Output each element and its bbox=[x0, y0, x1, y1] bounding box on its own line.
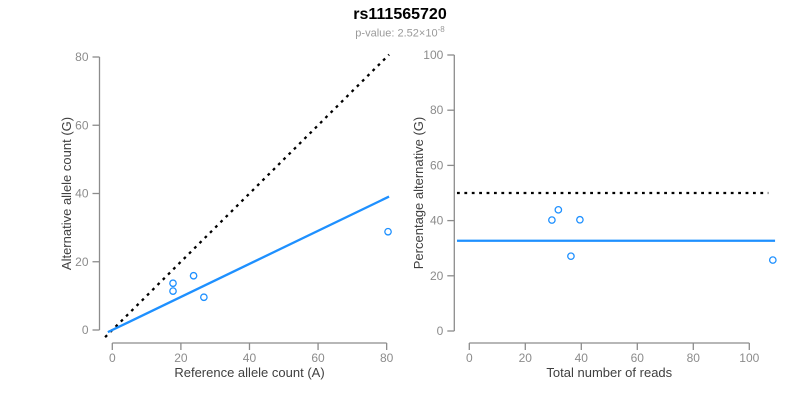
right-plot-xlabel: Total number of reads bbox=[546, 365, 672, 380]
data-point bbox=[169, 279, 177, 288]
pvalue-exponent: -8 bbox=[437, 25, 445, 34]
fitted-ratio-blue-line bbox=[107, 195, 390, 334]
y-tick-label: 100 bbox=[423, 48, 443, 62]
left-plot-allele-counts: 0 20 40 60 80 0 20 40 60 80 bbox=[75, 50, 394, 365]
y-tick-label: 40 bbox=[430, 214, 444, 228]
data-point bbox=[567, 252, 575, 261]
left-plot-ylabel: Alternative allele count (G) bbox=[59, 117, 74, 270]
x-tick-label: 60 bbox=[311, 351, 325, 365]
pvalue-text: p-value: 2.52×10 bbox=[355, 27, 438, 40]
y-tick-label: 60 bbox=[75, 118, 89, 132]
x-tick-label: 40 bbox=[575, 351, 589, 365]
left-plot-xlabel: Reference allele count (A) bbox=[174, 365, 324, 380]
data-point bbox=[169, 287, 177, 295]
pvalue-subtitle: p-value: 2.52×10-8 bbox=[0, 25, 800, 40]
data-point bbox=[768, 256, 777, 264]
data-point bbox=[189, 271, 198, 280]
y-tick-label: 0 bbox=[82, 323, 89, 337]
y-tick-label: 20 bbox=[75, 255, 89, 269]
x-tick-label: 80 bbox=[687, 351, 701, 365]
y-tick-label: 40 bbox=[75, 187, 89, 201]
x-tick-label: 0 bbox=[466, 351, 473, 365]
y-tick-label: 20 bbox=[430, 269, 444, 283]
right-plot-percentage: 0 20 40 60 80 100 0 20 40 60 80 100 bbox=[423, 48, 777, 365]
page-title: rs111565720 bbox=[353, 6, 447, 23]
expected-1to1-dotted-line bbox=[104, 53, 390, 338]
y-tick-label: 0 bbox=[437, 324, 444, 338]
data-point bbox=[200, 293, 208, 302]
data-point bbox=[548, 216, 556, 224]
data-point bbox=[554, 205, 563, 214]
x-tick-label: 80 bbox=[380, 351, 394, 365]
x-tick-label: 60 bbox=[631, 351, 645, 365]
y-tick-label: 60 bbox=[430, 158, 444, 172]
y-tick-label: 80 bbox=[75, 50, 89, 64]
x-tick-label: 20 bbox=[519, 351, 533, 365]
right-plot-ylabel: Percentage alternative (G) bbox=[411, 117, 426, 269]
x-tick-label: 0 bbox=[109, 351, 116, 365]
data-point bbox=[576, 215, 584, 224]
data-point bbox=[384, 227, 392, 236]
y-tick-label: 80 bbox=[430, 103, 444, 117]
x-tick-label: 20 bbox=[174, 351, 188, 365]
x-tick-label: 100 bbox=[739, 351, 759, 365]
x-tick-label: 40 bbox=[243, 351, 257, 365]
